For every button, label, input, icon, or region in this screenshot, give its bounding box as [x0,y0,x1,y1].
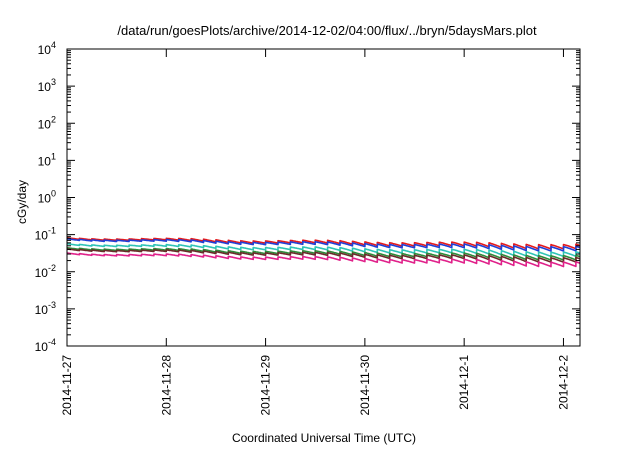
y-tick-label: 10-3 [35,300,56,317]
y-tick-label: 104 [38,40,56,57]
y-tick-label: 103 [38,77,56,94]
series-line-6 [66,252,581,268]
chart-title: /data/run/goesPlots/archive/2014-12-02/0… [117,23,537,38]
y-axis-label: cGy/day [15,180,29,224]
axes-layer: 10-4 10-3 10-2 10-1 100 101 102 103 104 2014-11-2… [35,40,580,416]
x-tick-label: 2014-11-27 [60,355,74,416]
x-axis-label: Coordinated Universal Time (UTC) [232,431,416,445]
y-tick-label: 102 [38,114,56,131]
x-tick-label: 2014-11-28 [159,355,173,416]
y-tick-label: 10-2 [35,263,56,280]
y-tick-label: 10-4 [35,337,56,354]
y-tick-label: 10-1 [35,226,56,243]
x-tick-label: 2014-12-1 [457,355,471,410]
y-tick-label: 100 [38,189,56,206]
series-line-4 [66,246,581,261]
y-tick-label: 101 [38,151,56,168]
plot-frame [66,48,581,347]
x-tick-label: 2014-11-29 [259,355,273,416]
series-line-5 [66,248,581,264]
x-tick-label: 2014-11-30 [358,355,372,416]
series-layer [66,236,581,268]
series-line-3 [66,243,581,258]
x-tick-label: 2014-12-2 [556,355,570,410]
series-line-2 [66,238,581,252]
series-line-1 [66,236,581,250]
